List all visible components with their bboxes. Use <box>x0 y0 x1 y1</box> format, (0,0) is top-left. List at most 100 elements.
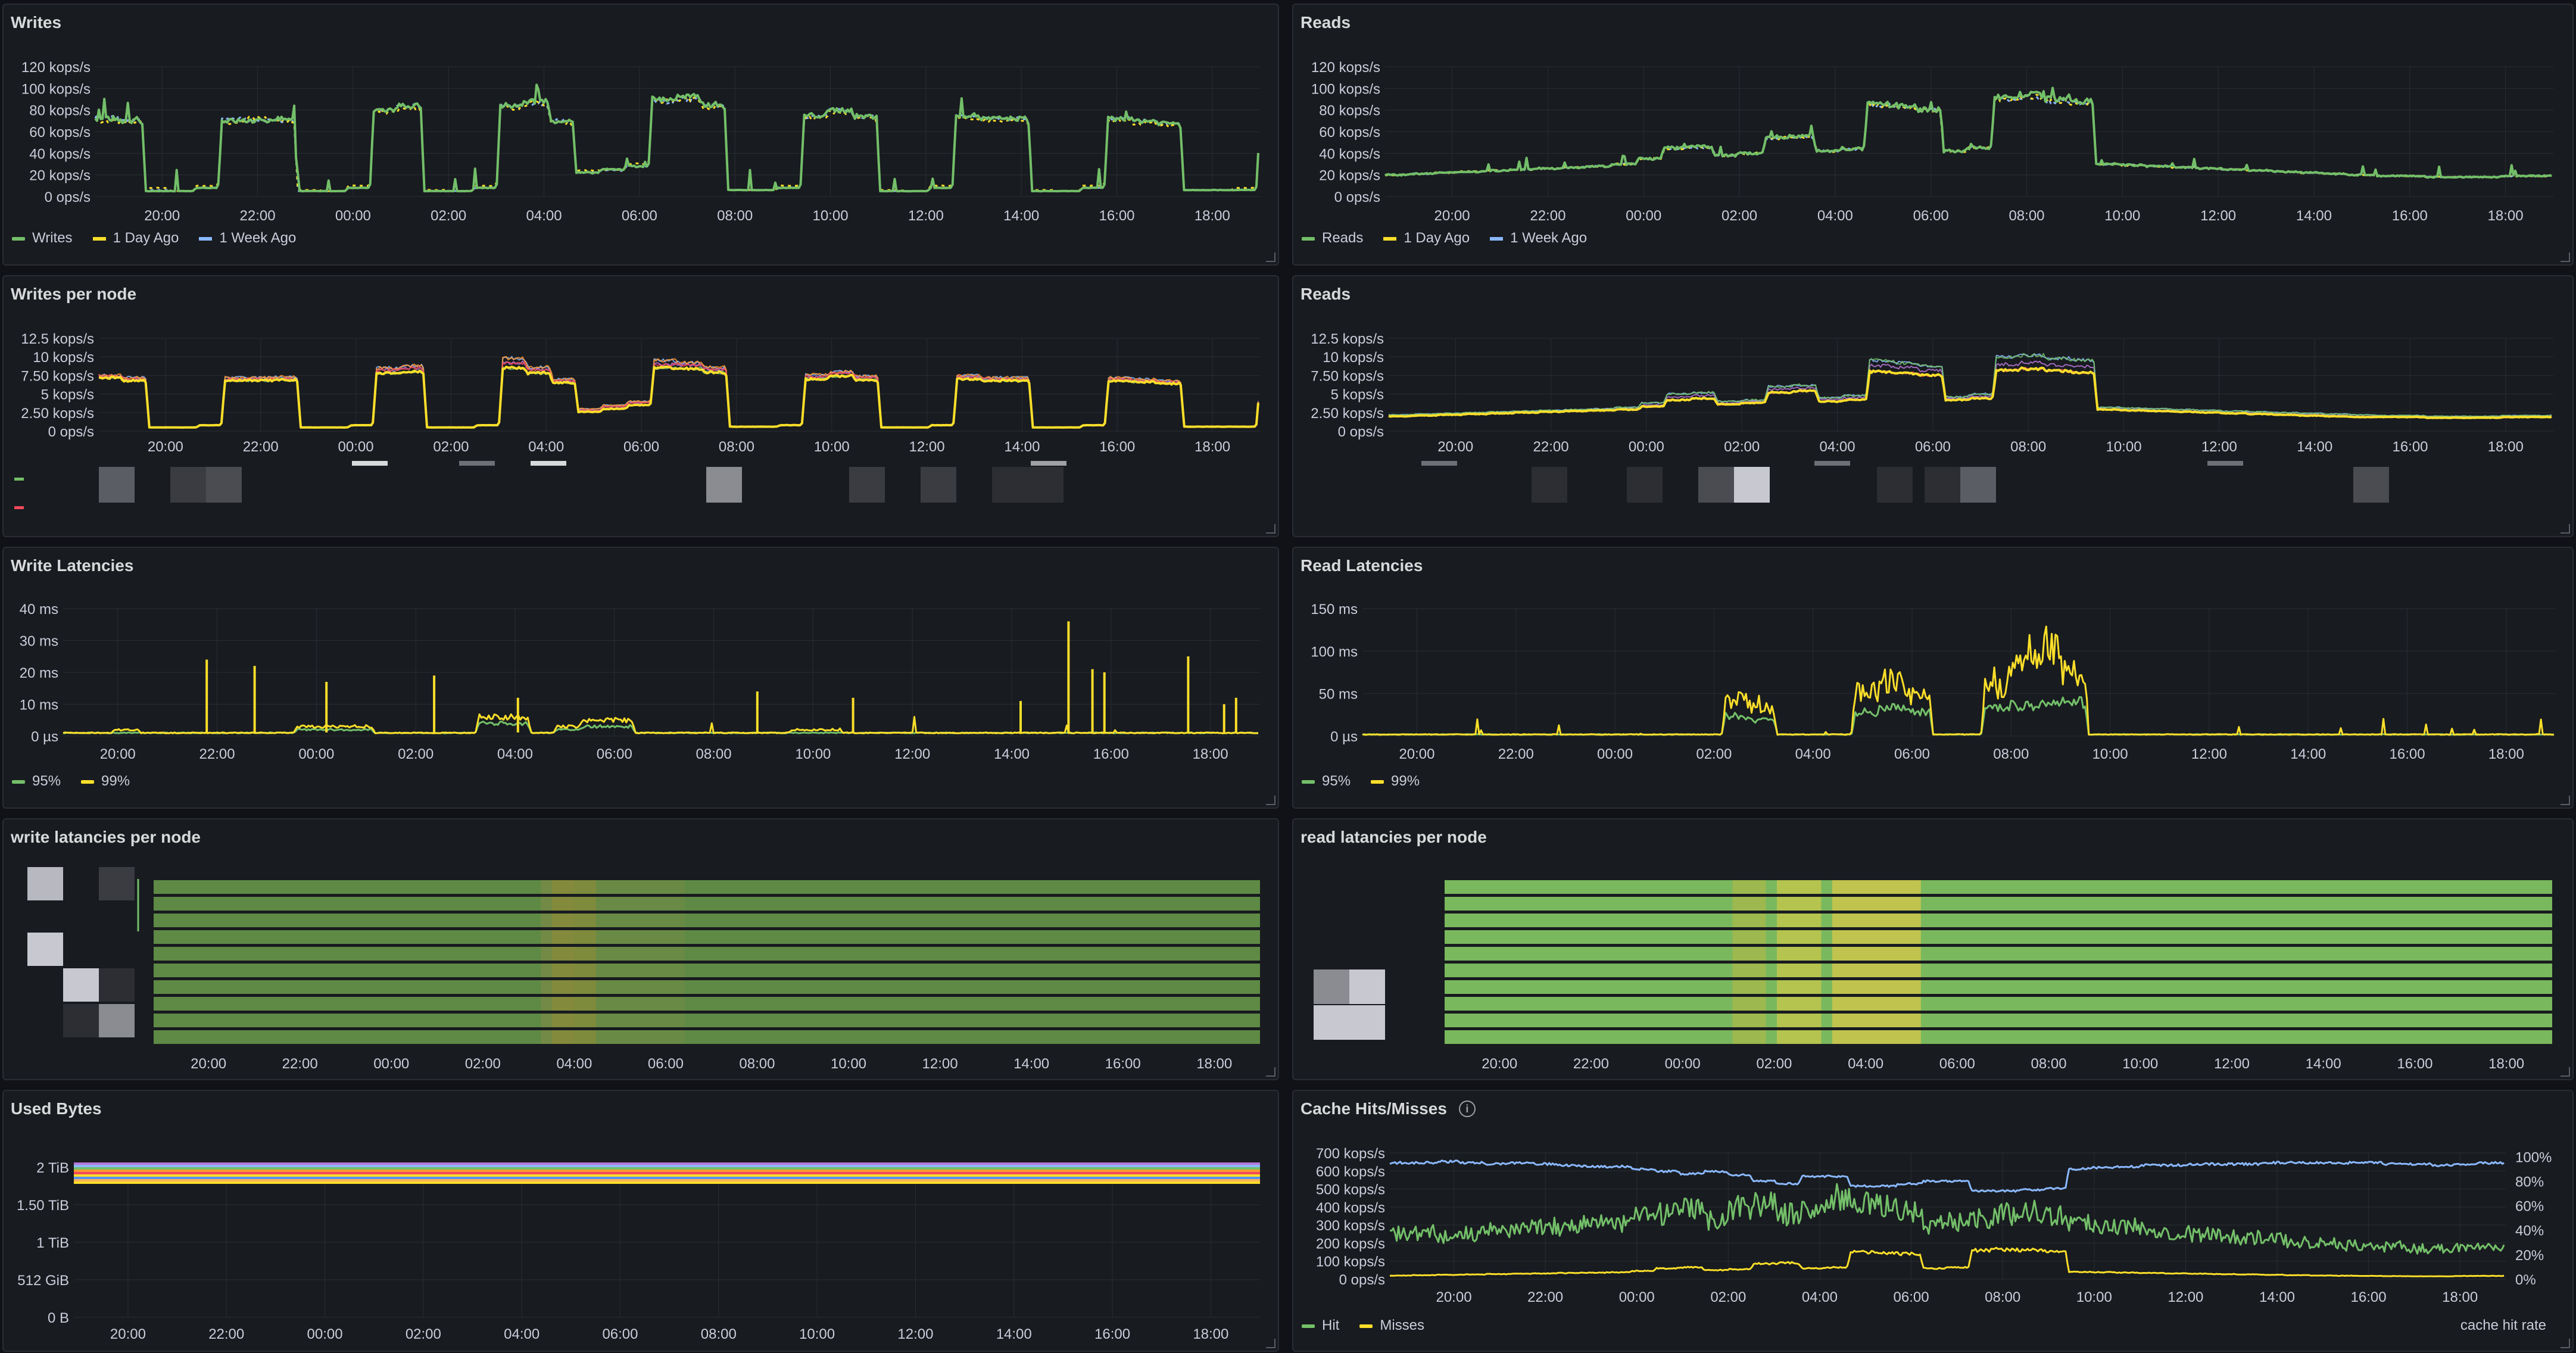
x-tick-label: 10:00 <box>2076 1289 2112 1305</box>
y-tick-label: 7.50 kops/s <box>21 368 94 384</box>
heatmap-hot-band <box>1777 880 1822 894</box>
x-tick-label: 08:00 <box>717 208 753 224</box>
x-tick-label: 02:00 <box>1696 746 1732 762</box>
x-tick-label: 10:00 <box>799 1326 835 1342</box>
x-tick-label: 18:00 <box>2488 1056 2524 1072</box>
panel-read-latencies: Read Latencies 0 µs 50 ms 100 ms 150 ms 20:0… <box>1292 547 2574 809</box>
legend-item[interactable]: 1 Week Ago <box>199 230 296 247</box>
panel-title[interactable]: read latancies per node <box>1301 828 1487 846</box>
y-tick-label: 1 TiB <box>36 1235 69 1251</box>
panel-write-latencies-per-node: write latancies per node 20:00 22:00 00:00… <box>2 818 1279 1080</box>
x-tick-label: 18:00 <box>2488 439 2524 455</box>
heatmap-hot-band <box>596 947 685 961</box>
legend-item[interactable]: 95% <box>12 773 61 790</box>
heatmap-row <box>1445 947 2552 961</box>
x-tick-label: 16:00 <box>2397 1056 2432 1072</box>
legend-item[interactable]: 95% <box>1302 773 1351 790</box>
y-tick-label: 40 kops/s <box>29 146 91 162</box>
x-tick-label: 18:00 <box>1196 1056 1232 1072</box>
panel-title[interactable]: write latancies per node <box>11 828 201 846</box>
legend-item[interactable]: Misses <box>1359 1317 1424 1334</box>
x-tick-label: 18:00 <box>1195 208 1230 224</box>
heatmap-hot-band <box>596 997 685 1011</box>
heatmap-row <box>154 1014 1260 1027</box>
x-tick-label: 22:00 <box>1533 439 1569 455</box>
resize-handle[interactable] <box>1266 796 1275 805</box>
series-node-line <box>98 356 1259 428</box>
heatmap-hot-band <box>596 914 685 927</box>
x-tick-label: 18:00 <box>2442 1289 2478 1305</box>
tick-bar <box>1814 461 1850 466</box>
x-tick-label: 08:00 <box>1985 1289 2020 1305</box>
resize-handle[interactable] <box>2561 1339 2570 1348</box>
legend-swatch <box>1302 236 1315 241</box>
panel-title[interactable]: Read Latencies <box>1301 556 1423 575</box>
heat-cell <box>99 1004 135 1037</box>
x-tick-label: 16:00 <box>1105 1056 1141 1072</box>
heatmap-hot-band <box>1732 1014 1766 1027</box>
x-tick-label: 08:00 <box>701 1326 737 1342</box>
x-tick-label: 16:00 <box>1093 746 1129 762</box>
y-tick-label: 200 kops/s <box>1316 1236 1385 1252</box>
heatmap-row <box>154 947 1260 961</box>
panel-title[interactable]: Used Bytes <box>11 1099 102 1118</box>
y-tick-label: 80 kops/s <box>1319 103 1380 119</box>
x-tick-label: 10:00 <box>2106 439 2141 455</box>
panel-title[interactable]: Writes per node <box>11 285 137 303</box>
x-tick-label: 02:00 <box>1756 1056 1792 1072</box>
y-tick-label: 7.50 kops/s <box>1311 368 1384 384</box>
heatmap-row <box>1445 997 2552 1011</box>
panel-title[interactable]: Reads <box>1301 13 1351 32</box>
usage-band <box>74 1174 1260 1177</box>
heat-cell <box>849 467 885 503</box>
panel-cache-hits-misses: Cache Hits/Misses i 0 ops/s 100 kops/s 200 … <box>1292 1090 2574 1352</box>
legend: Reads 1 Day Ago 1 Week Ago <box>1302 230 1607 247</box>
legend-item[interactable]: Writes <box>12 230 73 247</box>
heatmap-hot-band <box>1732 997 1766 1011</box>
series-misses <box>1389 1246 2505 1277</box>
panel-title-text: Cache Hits/Misses <box>1301 1099 1447 1118</box>
legend-item[interactable]: Hit <box>1302 1317 1339 1334</box>
series-1-week-ago <box>94 96 1259 192</box>
heatmap-row <box>1445 897 2552 911</box>
panel-title[interactable]: Reads <box>1301 285 1351 303</box>
info-circle-icon[interactable]: i <box>1458 1101 1476 1117</box>
tick-bar <box>2207 461 2243 466</box>
resize-handle[interactable] <box>2561 524 2570 534</box>
panel-title[interactable]: Cache Hits/Misses i <box>1301 1099 1476 1118</box>
heat-cell <box>1925 467 1960 503</box>
legend-item[interactable]: 99% <box>1371 773 1420 790</box>
x-tick-label: 00:00 <box>1665 1056 1701 1072</box>
legend-item[interactable]: cache hit rate <box>2460 1317 2546 1333</box>
resize-handle[interactable] <box>1266 524 1275 534</box>
write-latency-heatmap: 20:00 22:00 00:00 02:00 04:00 06:00 08:00 10:00… <box>27 867 1260 1072</box>
legend-item[interactable]: 1 Day Ago <box>1383 230 1470 247</box>
x-tick-label: 16:00 <box>1094 1326 1130 1342</box>
series-node-line <box>1388 366 2552 419</box>
x-tick-label: 08:00 <box>1993 746 2029 762</box>
legend-item[interactable]: 1 Week Ago <box>1490 230 1587 247</box>
heatmap-hot-band <box>1832 980 1921 994</box>
panel-title[interactable]: Writes <box>11 13 62 32</box>
legend-item[interactable]: Reads <box>1302 230 1363 247</box>
resize-handle[interactable] <box>1266 252 1275 262</box>
legend-swatch <box>1359 1324 1373 1328</box>
y-tick-label: 2 TiB <box>36 1160 69 1176</box>
heatmap-row <box>154 964 1260 977</box>
marker-red <box>14 506 24 509</box>
x-tick-label: 14:00 <box>996 1326 1032 1342</box>
x-tick-label: 00:00 <box>307 1326 343 1342</box>
legend: Writes 1 Day Ago 1 Week Ago <box>12 230 316 247</box>
legend-item[interactable]: 1 Day Ago <box>92 230 179 247</box>
resize-handle[interactable] <box>2561 796 2570 805</box>
panel-title[interactable]: Write Latencies <box>11 556 134 575</box>
resize-handle[interactable] <box>2561 252 2570 262</box>
resize-handle[interactable] <box>1266 1339 1275 1348</box>
heatmap-hot-band <box>1832 947 1921 961</box>
resize-handle[interactable] <box>2561 1067 2570 1077</box>
x-tick-label: 00:00 <box>1597 746 1633 762</box>
x-tick-label: 08:00 <box>2031 1056 2067 1072</box>
x-tick-label: 20:00 <box>144 208 180 224</box>
resize-handle[interactable] <box>1266 1067 1275 1077</box>
legend-item[interactable]: 99% <box>81 773 130 790</box>
